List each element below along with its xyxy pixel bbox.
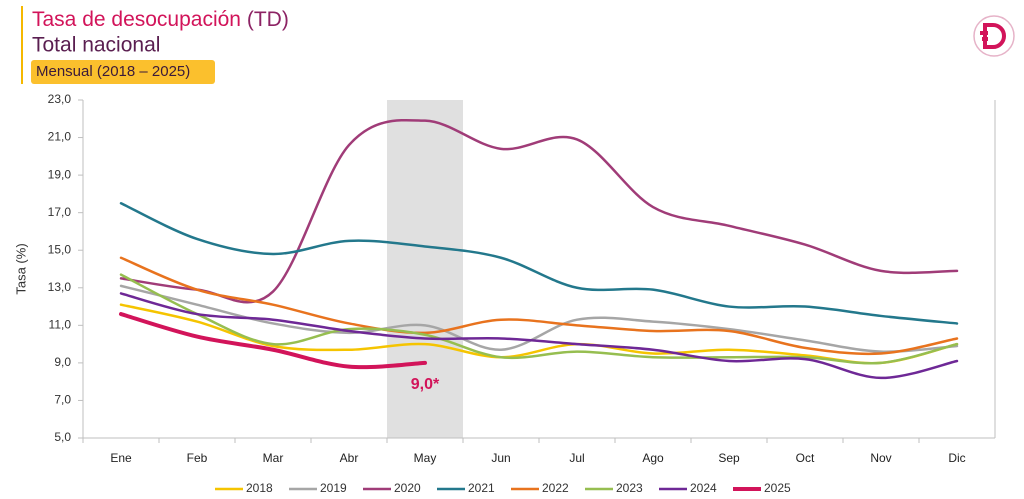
series-line [119,118,959,304]
x-tick-label: Mar [263,451,284,465]
y-tick-label: 11,0 [49,318,72,332]
highlight-band [387,100,463,438]
x-tick-label: Feb [187,451,208,465]
legend-label: 2024 [690,481,717,494]
legend-label: 2025 [764,481,791,494]
series-line [119,202,959,325]
legend-label: 2021 [468,481,495,494]
x-tick-label: Nov [870,451,891,465]
legend-label: 2023 [616,481,643,494]
series-line [119,312,427,370]
y-tick-label: 15,0 [48,242,72,256]
x-tick-label: Ago [642,451,664,465]
series-line [119,284,959,353]
y-tick-label: 17,0 [48,205,72,219]
badge: Mensual (2018 – 2025) [36,63,190,80]
legend-label: 2018 [246,481,273,494]
legend-label: 2020 [394,481,421,494]
y-tick-label: 13,0 [48,280,72,294]
y-tick-label: 5,0 [54,430,71,444]
y-axis-label: Tasa (%) [13,243,28,294]
x-tick-label: Jul [569,451,584,465]
y-tick-label: 9,0 [54,355,71,369]
y-tick-label: 21,0 [48,130,72,144]
x-tick-label: Abr [340,451,359,465]
series-line [119,273,959,365]
data-label: 9,0* [411,376,440,393]
x-tick-label: Ene [110,451,132,465]
y-tick-label: 19,0 [48,167,72,181]
series-line [119,256,959,356]
series-line [119,303,959,365]
chart-subtitle: Total nacional [32,34,160,57]
x-tick-label: May [414,451,437,465]
y-tick-label: 23,0 [48,92,72,106]
series-line [119,292,959,380]
title-main: Tasa de desocupación [32,8,241,31]
badge-bg [31,60,215,84]
legend-label: 2019 [320,481,347,494]
legend-label: 2022 [542,481,569,494]
logo [973,15,1015,57]
x-tick-label: Sep [718,451,740,465]
chart-title: Tasa de desocupación (TD) [32,8,289,31]
x-tick-label: Jun [491,451,510,465]
x-tick-label: Dic [948,451,965,465]
x-tick-label: Oct [796,451,815,465]
y-tick-label: 7,0 [54,393,71,407]
title-note: (TD) [247,8,289,31]
